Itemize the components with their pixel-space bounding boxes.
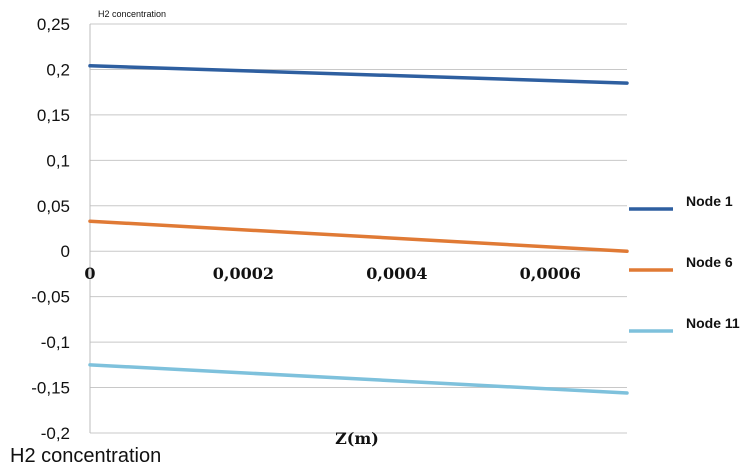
series-line-node-1	[88, 64, 629, 85]
y-tick-label: 0,15	[37, 106, 70, 125]
y-tick-label: 0	[61, 242, 70, 261]
legend-label: Node 1	[686, 193, 733, 209]
x-tick-label: 0,0006	[520, 264, 581, 283]
series-line-node-11	[88, 363, 629, 395]
y-tick-label: -0,1	[41, 333, 70, 352]
chart-caption: H2 concentration	[10, 445, 161, 467]
legend: Node 1 Node 6 Node 11	[629, 193, 740, 333]
legend-label: Node 11	[686, 315, 740, 331]
y-tick-label: -0,05	[31, 288, 70, 307]
legend-label: Node 6	[686, 254, 733, 270]
x-axis-label: Z(m)	[335, 429, 379, 448]
gridlines	[90, 23, 627, 434]
axes: -0,2 -0,15 -0,1 -0,05 0 0,05 0,1 0,15 0,2 0,25 0 0,…	[31, 15, 581, 443]
chart-title: H2 concentration	[98, 9, 166, 19]
series-lines	[88, 64, 629, 395]
y-tick-label: 0,2	[46, 60, 70, 79]
y-tick-label: 0,05	[37, 197, 70, 216]
y-tick-label: 0,25	[37, 15, 70, 34]
x-tick-label: 0,0002	[213, 264, 274, 283]
y-tick-label: -0,2	[41, 424, 70, 443]
x-tick-label: 0,0004	[366, 264, 427, 283]
series-line-node-6	[88, 219, 629, 253]
y-tick-label: -0,15	[31, 379, 70, 398]
y-tick-label: 0,1	[46, 151, 70, 170]
x-tick-label: 0	[84, 264, 95, 283]
